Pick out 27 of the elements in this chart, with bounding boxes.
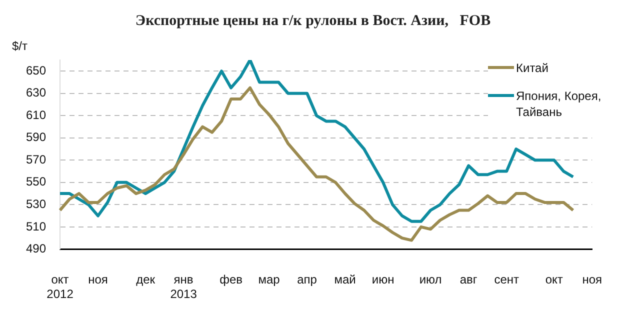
x-tick-label: май <box>334 272 356 287</box>
x-tick-label: июн <box>372 272 394 287</box>
y-tick-label: 650 <box>26 63 46 78</box>
chart-title: Экспортные цены на г/к рулоны в Вост. Азии, FOB <box>135 12 491 29</box>
x-tick-label: мар <box>258 272 280 287</box>
y-tick-label: 510 <box>26 219 46 234</box>
y-tick-label: 550 <box>26 174 46 189</box>
x-tick-label: ноя <box>88 272 108 287</box>
y-tick-label: 630 <box>26 86 46 100</box>
x-tick-label: янв 2013 <box>170 272 198 302</box>
x-tick-label: фев <box>220 272 243 287</box>
legend-label: Китай <box>516 60 548 76</box>
x-tick-label: дек <box>136 272 156 287</box>
y-tick-label: 590 <box>26 130 46 144</box>
y-tick-label: 570 <box>26 152 46 166</box>
y-tick-label: 490 <box>26 242 46 256</box>
y-tick-label: 530 <box>26 196 46 211</box>
x-tick-label: июл <box>419 272 442 287</box>
y-axis-title: $/т <box>12 39 28 53</box>
x-tick-label: окт <box>545 272 564 287</box>
legend-label: Япония, Корея, Тайвань <box>516 88 602 120</box>
y-tick-label: 610 <box>26 108 46 122</box>
x-tick-label: ноя <box>582 272 602 287</box>
x-tick-label: апр <box>297 272 318 287</box>
x-tick-label: авг <box>460 272 478 287</box>
x-tick-label: сент <box>494 272 520 287</box>
x-tick-label: окт 2012 <box>46 272 74 302</box>
